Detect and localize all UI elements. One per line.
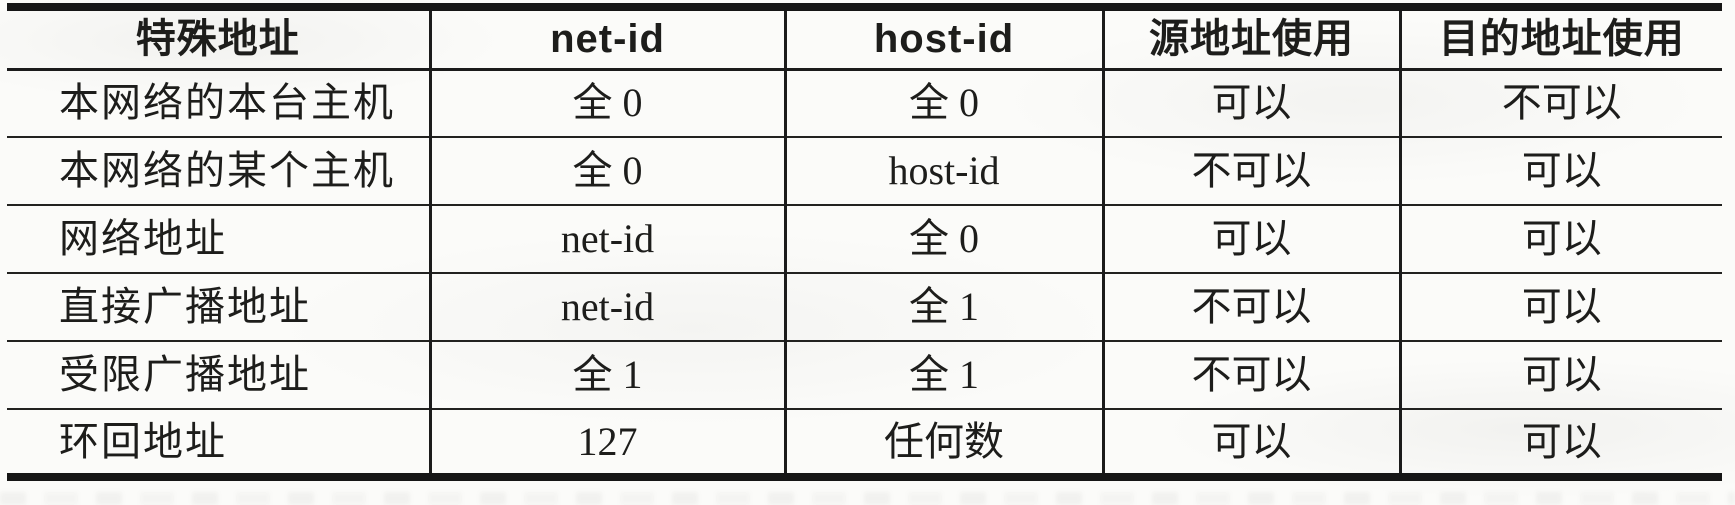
table-row: 本网络的本台主机 全 0 全 0 可以 不可以 bbox=[7, 69, 1722, 138]
cell-source-use: 可以 bbox=[1101, 205, 1400, 274]
cell-source-use: 可以 bbox=[1101, 409, 1400, 477]
table-row: 直接广播地址 net-id 全 1 不可以 可以 bbox=[7, 273, 1722, 342]
cell-source-use: 不可以 bbox=[1101, 137, 1400, 206]
cell-source-use: 可以 bbox=[1101, 69, 1400, 138]
cell-host-id: host-id bbox=[783, 137, 1103, 206]
col-header-net-id: net-id bbox=[428, 7, 785, 71]
cell-host-id: 全 0 bbox=[783, 69, 1103, 138]
cell-special-address: 网络地址 bbox=[7, 205, 430, 274]
cell-net-id: 全 0 bbox=[428, 137, 785, 206]
cell-source-use: 不可以 bbox=[1101, 273, 1400, 342]
cell-special-address: 环回地址 bbox=[59, 418, 227, 464]
cell-special-address: 受限广播地址 bbox=[7, 341, 430, 410]
table-row: 网络地址 net-id 全 0 可以 可以 bbox=[7, 205, 1722, 274]
cell-dest-use: 不可以 bbox=[1398, 69, 1722, 138]
cell-net-id: net-id bbox=[428, 273, 785, 342]
col-header-dest-use: 目的地址使用 bbox=[1398, 7, 1722, 71]
cell-dest-use: 可以 bbox=[1398, 341, 1722, 410]
table-row: 环回地址 127 任何数 可以 可以 bbox=[7, 409, 1722, 477]
cell-dest-use: 可以 bbox=[1398, 409, 1722, 477]
cell-special-address: 本网络的本台主机 bbox=[7, 69, 430, 138]
table-row: 本网络的某个主机 全 0 host-id 不可以 可以 bbox=[7, 137, 1722, 206]
header-row: 特殊地址 net-id host-id 源地址使用 目的地址使用 bbox=[7, 7, 1722, 71]
cell-special-address: 本网络的某个主机 bbox=[7, 137, 430, 206]
cell-host-id: 任何数 bbox=[783, 409, 1103, 477]
col-header-host-id: host-id bbox=[783, 7, 1103, 71]
table-row: 受限广播地址 全 1 全 1 不可以 可以 bbox=[7, 341, 1722, 410]
scan-bleed-artifact bbox=[0, 492, 1735, 505]
cell-dest-use: 可以 bbox=[1398, 205, 1722, 274]
cell-host-id: 全 1 bbox=[783, 341, 1103, 410]
cell-source-use: 不可以 bbox=[1101, 341, 1400, 410]
col-header-source-use: 源地址使用 bbox=[1101, 7, 1400, 71]
cell-special-address: 直接广播地址 bbox=[7, 273, 430, 342]
cell-net-id: net-id bbox=[428, 205, 785, 274]
col-header-special-address: 特殊地址 bbox=[7, 7, 430, 71]
cell-dest-use: 可以 bbox=[1398, 273, 1722, 342]
cell-dest-use: 可以 bbox=[1398, 137, 1722, 206]
cell-host-id: 全 0 bbox=[783, 205, 1103, 274]
special-ip-addresses-table: 特殊地址 net-id host-id 源地址使用 目的地址使用 本网络的本台主… bbox=[7, 3, 1722, 481]
cell-net-id: 127 bbox=[428, 409, 785, 477]
cell-net-id: 全 0 bbox=[428, 69, 785, 138]
cell-host-id: 全 1 bbox=[783, 273, 1103, 342]
cell-net-id: 全 1 bbox=[428, 341, 785, 410]
